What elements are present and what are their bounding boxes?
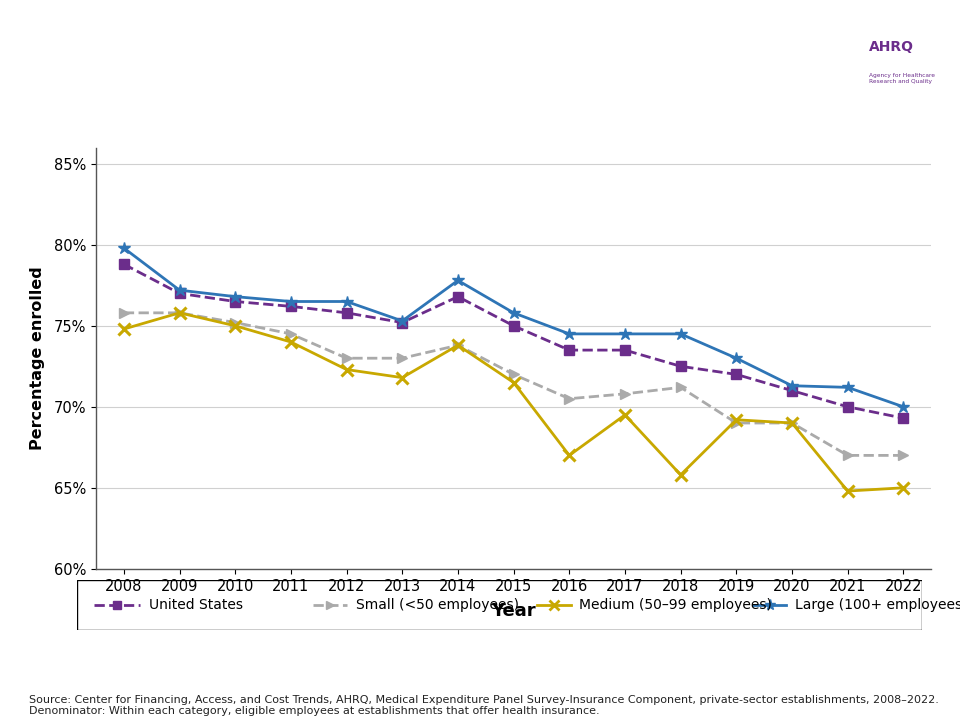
Text: Medium (50–99 employees): Medium (50–99 employees): [580, 598, 773, 612]
Text: Small (<50 employees): Small (<50 employees): [355, 598, 518, 612]
Ellipse shape: [768, 3, 950, 123]
Text: Large (100+ employees): Large (100+ employees): [795, 598, 960, 612]
Text: AHRQ: AHRQ: [869, 40, 914, 53]
X-axis label: Year: Year: [492, 602, 536, 620]
Text: Source: Center for Financing, Access, and Cost Trends, AHRQ, Medical Expenditure: Source: Center for Financing, Access, an…: [29, 695, 939, 716]
Text: Agency for Healthcare
Research and Quality: Agency for Healthcare Research and Quali…: [869, 73, 935, 84]
Circle shape: [787, 53, 893, 68]
Text: Figure 5. Take-up rate: Percentage of eligible private-sector
employees who are : Figure 5. Take-up rate: Percentage of el…: [59, 27, 748, 94]
Text: United States: United States: [149, 598, 243, 612]
Y-axis label: Percentage enrolled: Percentage enrolled: [31, 266, 45, 450]
